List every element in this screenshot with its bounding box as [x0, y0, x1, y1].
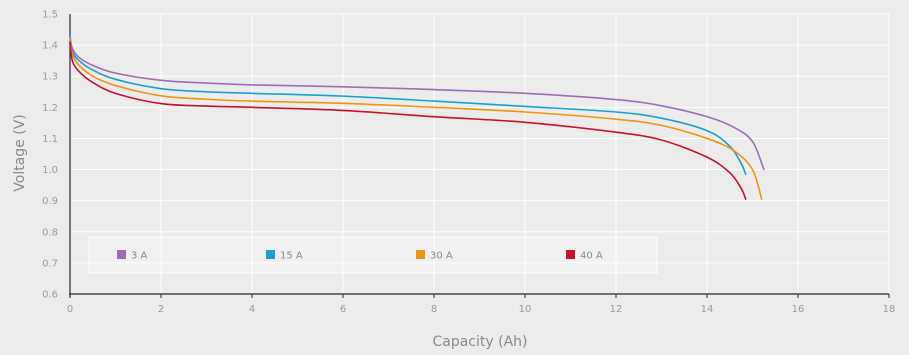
y-tick-label: 0.7	[42, 258, 58, 269]
x-tick-label: 18	[883, 304, 896, 315]
legend: 3 A 15 A 30 A 40 A	[88, 236, 658, 274]
series-line-3a	[69, 34, 765, 171]
legend-swatch-30a	[416, 250, 425, 259]
y-tick-label: 0.8	[42, 227, 58, 238]
series-lines	[69, 34, 765, 200]
x-tick-label: 8	[431, 304, 437, 315]
y-tick-label: 1.2	[42, 103, 58, 114]
axes: 0 2 4 6 8 10 12 14 16 18 0.6 0.7 0.8 0.9 1.0 1.1 1.2 1.3 1…	[42, 10, 895, 316]
y-tick-label: 1.3	[42, 72, 58, 83]
legend-label-3a: 3 A	[131, 251, 148, 262]
legend-label-15a: 15 A	[280, 251, 303, 262]
legend-swatch-15a	[266, 250, 275, 259]
y-tick-label: 0.9	[42, 196, 58, 207]
legend-label-30a: 30 A	[430, 251, 453, 262]
x-tick-label: 4	[249, 304, 255, 315]
x-tick-label: 16	[792, 304, 805, 315]
series-line-40a	[69, 41, 747, 200]
series-line-30a	[69, 38, 763, 200]
y-tick-label: 0.6	[42, 290, 58, 301]
y-tick-label: 1.0	[42, 165, 58, 176]
y-tick-label: 1.5	[42, 10, 58, 21]
x-axis-title: Capacity (Ah)	[432, 334, 527, 350]
x-tick-label: 14	[701, 304, 714, 315]
x-tick-label: 12	[610, 304, 623, 315]
x-tick-label: 6	[340, 304, 346, 315]
legend-label-40a: 40 A	[580, 251, 603, 262]
x-tick-label: 10	[519, 304, 532, 315]
x-tick-label: 0	[67, 304, 73, 315]
series-line-15a	[69, 34, 747, 176]
legend-swatch-40a	[566, 250, 575, 259]
y-tick-label: 1.1	[42, 134, 58, 145]
y-axis-title: Voltage (V)	[12, 114, 28, 191]
legend-swatch-3a	[117, 250, 126, 259]
x-tick-label: 2	[158, 304, 164, 315]
legend-box	[88, 236, 658, 274]
y-tick-label: 1.4	[42, 41, 58, 52]
